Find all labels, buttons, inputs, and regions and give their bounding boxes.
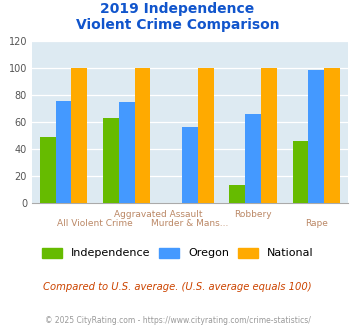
Text: Robbery: Robbery: [234, 210, 272, 218]
Bar: [56, 101, 71, 203]
Bar: [182, 127, 198, 203]
Bar: [229, 185, 245, 203]
Legend: Independence, Oregon, National: Independence, Oregon, National: [42, 248, 313, 258]
Text: © 2025 CityRating.com - https://www.cityrating.com/crime-statistics/: © 2025 CityRating.com - https://www.city…: [45, 316, 310, 325]
Text: Rape: Rape: [305, 219, 328, 228]
Text: Aggravated Assault: Aggravated Assault: [114, 210, 203, 218]
Text: Murder & Mans...: Murder & Mans...: [151, 219, 229, 228]
Bar: [40, 137, 56, 203]
Bar: [324, 68, 340, 203]
Bar: [261, 68, 277, 203]
Bar: [293, 141, 308, 203]
Bar: [198, 68, 214, 203]
Text: Compared to U.S. average. (U.S. average equals 100): Compared to U.S. average. (U.S. average …: [43, 282, 312, 292]
Bar: [308, 70, 324, 203]
Text: Violent Crime Comparison: Violent Crime Comparison: [76, 18, 279, 32]
Bar: [135, 68, 151, 203]
Text: 2019 Independence: 2019 Independence: [100, 2, 255, 16]
Bar: [103, 118, 119, 203]
Bar: [245, 114, 261, 203]
Bar: [71, 68, 87, 203]
Text: All Violent Crime: All Violent Crime: [57, 219, 133, 228]
Bar: [119, 102, 135, 203]
